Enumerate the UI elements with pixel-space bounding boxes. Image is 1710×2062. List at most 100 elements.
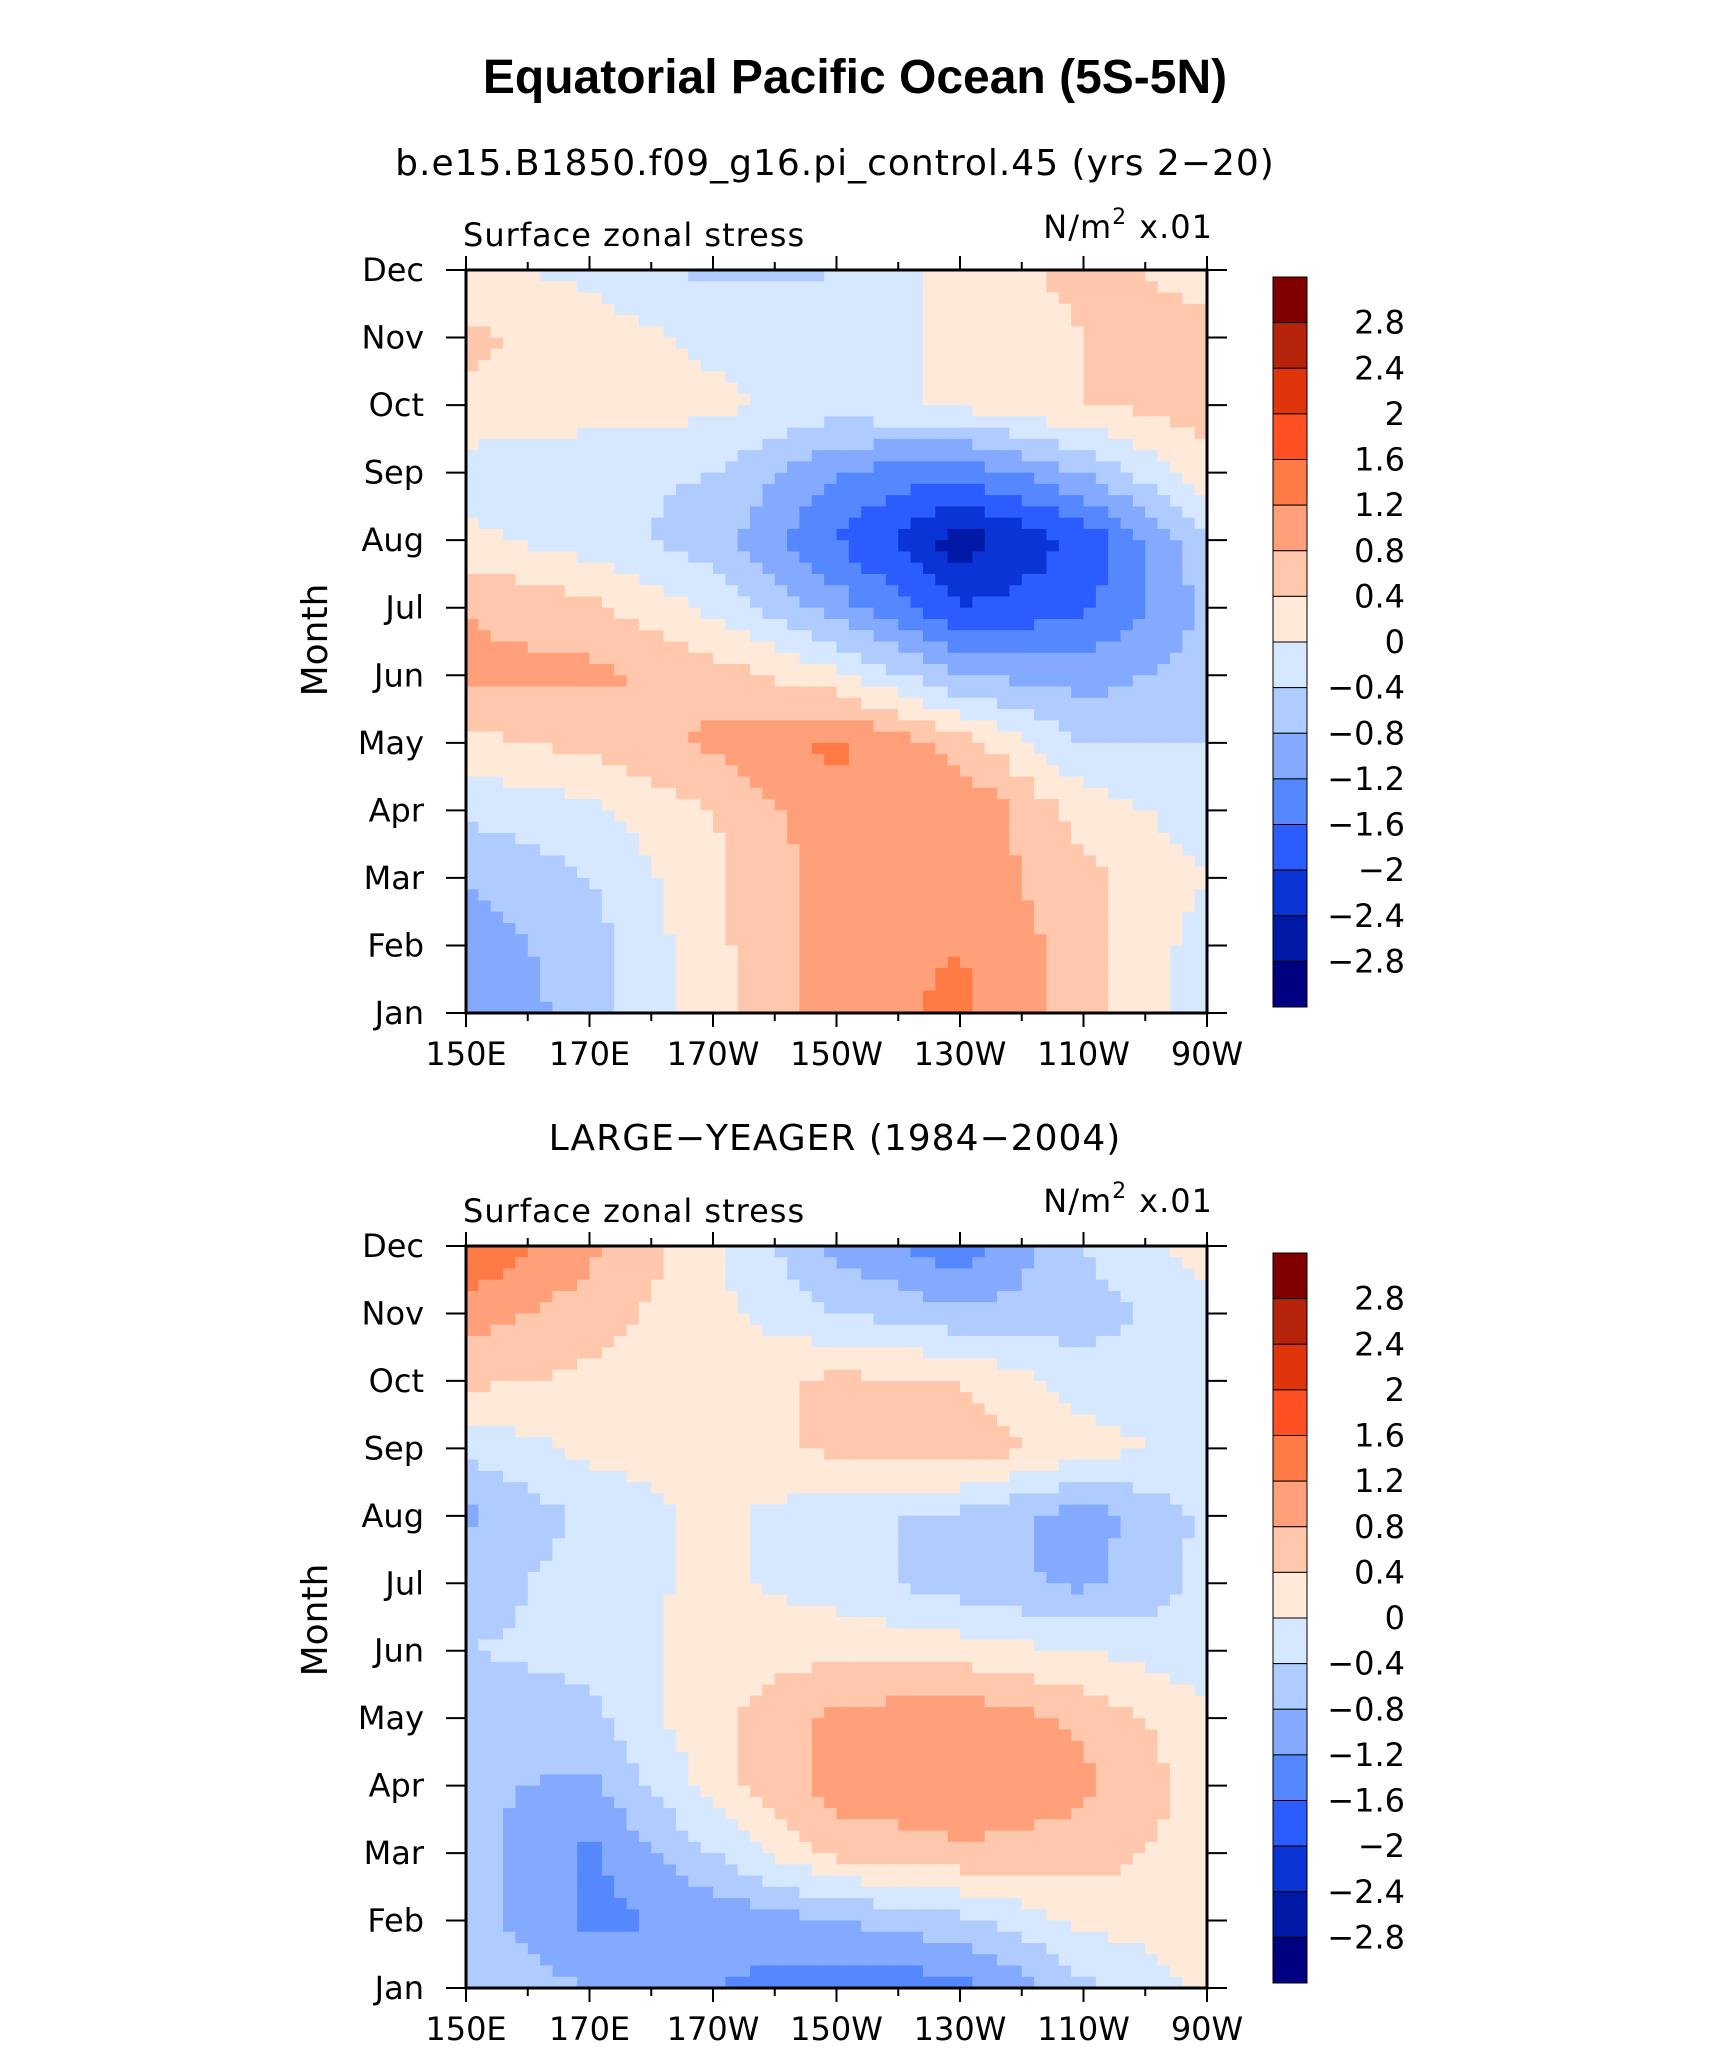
contour-cell <box>885 1324 899 1337</box>
contour-cell <box>515 450 529 462</box>
contour-cell <box>861 877 875 890</box>
contour-cell <box>1182 281 1196 294</box>
contour-cell <box>614 934 628 947</box>
contour-cell <box>922 956 936 969</box>
contour-cell <box>1021 1358 1035 1371</box>
contour-cell <box>725 709 739 721</box>
contour-cell <box>787 596 801 609</box>
contour-cell <box>503 697 516 710</box>
contour-cell <box>811 832 825 845</box>
contour-cell <box>898 618 912 631</box>
contour-cell <box>1021 877 1035 890</box>
contour-cell <box>700 821 714 834</box>
contour-cell <box>1182 765 1196 778</box>
contour-cell <box>811 450 825 462</box>
contour-cell <box>1194 495 1208 508</box>
contour-cell <box>787 855 801 868</box>
contour-cell <box>960 945 973 958</box>
contour-cell <box>861 731 875 744</box>
contour-cell <box>503 1392 516 1404</box>
contour-cell <box>960 967 973 980</box>
contour-cell <box>540 1358 554 1371</box>
contour-cell <box>626 990 640 1003</box>
contour-cell <box>898 596 912 609</box>
contour-cell <box>1120 315 1134 327</box>
contour-cell <box>787 697 801 710</box>
contour-cell <box>947 754 961 766</box>
contour-cell <box>577 731 591 744</box>
contour-cell <box>1083 382 1097 395</box>
contour-cell <box>762 461 776 474</box>
contour-cell <box>688 326 702 339</box>
contour-cell <box>577 393 591 406</box>
contour-cell <box>1021 607 1035 620</box>
contour-cell <box>799 630 813 643</box>
contour-cell <box>577 551 591 564</box>
contour-cell <box>787 393 801 406</box>
contour-cell <box>688 1414 702 1427</box>
contour-cell <box>503 1313 516 1326</box>
contour-cell <box>1145 348 1159 361</box>
contour-cell <box>638 495 652 508</box>
contour-cell <box>589 765 603 778</box>
contour-cell <box>1145 506 1159 519</box>
contour-cell <box>910 697 924 710</box>
contour-cell <box>972 731 986 744</box>
contour-cell <box>725 506 739 519</box>
contour-cell <box>885 562 899 575</box>
contour-cell <box>1046 303 1060 316</box>
contour-cell <box>626 326 640 339</box>
contour-cell <box>885 652 899 665</box>
contour-cell <box>1108 371 1122 384</box>
contour-cell <box>601 1324 615 1337</box>
contour-cell <box>873 776 887 789</box>
contour-cell <box>947 697 961 710</box>
contour-cell <box>503 1358 516 1371</box>
contour-cell <box>577 1335 591 1348</box>
contour-cell <box>540 1279 554 1292</box>
contour-cell <box>1194 799 1208 811</box>
contour-cell <box>601 630 615 643</box>
contour-cell <box>725 922 739 935</box>
contour-cell <box>799 675 813 688</box>
contour-cell <box>787 292 801 305</box>
contour-cell <box>762 1403 776 1416</box>
contour-cell <box>1058 528 1072 541</box>
contour-cell <box>1169 1347 1183 1360</box>
contour-cell <box>527 506 541 519</box>
contour-cell <box>848 799 862 811</box>
contour-cell <box>1194 270 1208 282</box>
contour-cell <box>713 855 726 868</box>
contour-cell <box>626 652 640 665</box>
contour-cell <box>935 675 949 688</box>
contour-cell <box>1071 877 1085 890</box>
contour-cell <box>515 731 529 744</box>
contour-cell <box>1157 900 1171 913</box>
contour-cell <box>1132 889 1146 902</box>
contour-cell <box>503 1380 516 1393</box>
contour-cell <box>935 1347 949 1360</box>
contour-cell <box>651 495 665 508</box>
contour-cell <box>1058 607 1072 620</box>
contour-cell <box>1157 787 1171 800</box>
contour-cell <box>1034 416 1048 429</box>
contour-cell <box>1194 922 1208 935</box>
contour-cell <box>589 393 603 406</box>
contour-cell <box>527 1257 541 1270</box>
contour-cell <box>774 573 788 586</box>
contour-cell <box>885 697 899 710</box>
contour-cell <box>638 1358 652 1371</box>
contour-cell <box>577 1392 591 1404</box>
contour-cell <box>1021 540 1035 553</box>
contour-cell <box>1095 551 1109 564</box>
contour-cell <box>614 326 628 339</box>
contour-cell <box>799 697 813 710</box>
contour-cell <box>478 416 492 429</box>
contour-cell <box>861 776 875 789</box>
contour-cell <box>1021 596 1035 609</box>
contour-cell <box>577 697 591 710</box>
contour-cell <box>972 1290 986 1303</box>
contour-cell <box>564 877 578 890</box>
contour-cell <box>503 664 516 676</box>
contour-cell <box>577 1246 591 1258</box>
